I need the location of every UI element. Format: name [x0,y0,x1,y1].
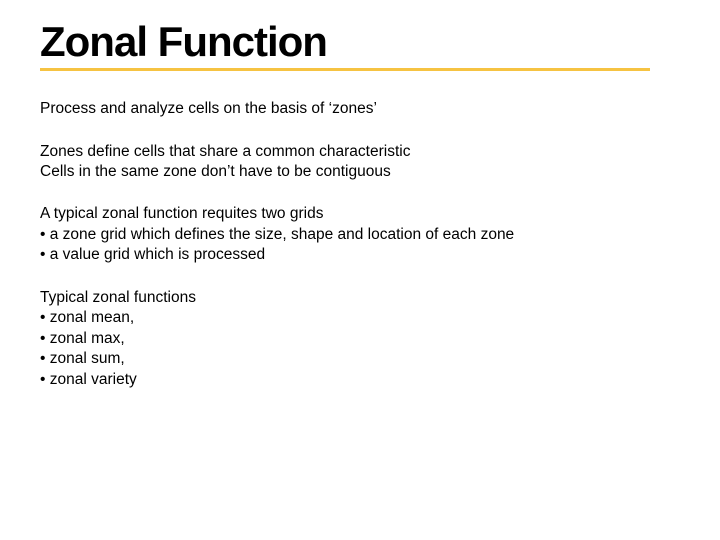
slide-body: Process and analyze cells on the basis o… [40,99,680,390]
slide-title: Zonal Function [40,20,680,64]
text-line: A typical zonal function requites two gr… [40,204,680,224]
bullet-line: • zonal max, [40,329,680,349]
paragraph-3: A typical zonal function requites two gr… [40,204,680,265]
bullet-line: • zonal variety [40,370,680,390]
slide: Zonal Function Process and analyze cells… [0,0,720,540]
text-line: Zones define cells that share a common c… [40,142,680,162]
text-line: Cells in the same zone don’t have to be … [40,162,680,182]
bullet-line: • a value grid which is processed [40,245,680,265]
paragraph-2: Zones define cells that share a common c… [40,142,680,183]
text-line: Typical zonal functions [40,288,680,308]
bullet-line: • zonal mean, [40,308,680,328]
bullet-line: • zonal sum, [40,349,680,369]
paragraph-4: Typical zonal functions • zonal mean, • … [40,288,680,390]
title-underline [40,68,650,71]
bullet-line: • a zone grid which defines the size, sh… [40,225,680,245]
paragraph-1: Process and analyze cells on the basis o… [40,99,680,119]
text-line: Process and analyze cells on the basis o… [40,99,680,119]
